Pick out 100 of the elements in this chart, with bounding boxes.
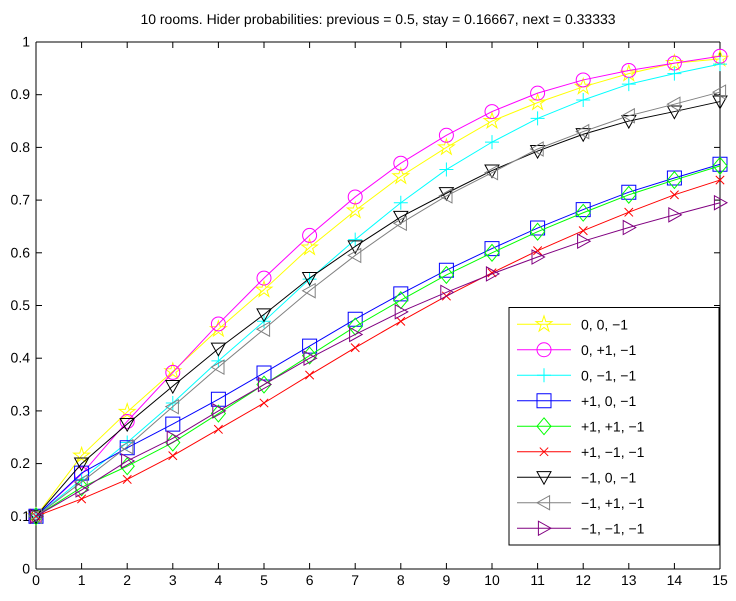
point [302,283,316,298]
point [670,190,680,200]
point [76,494,86,504]
x-tick-label: 5 [260,572,268,588]
point [530,86,546,101]
x-tick-label: 3 [168,572,177,588]
y-tick-label: 0.6 [10,244,30,260]
point [393,195,408,210]
point [210,360,224,375]
point [578,226,588,236]
point [484,112,500,128]
point [666,66,682,82]
point [350,342,360,352]
point [210,353,226,368]
point [712,156,728,175]
point [348,248,362,263]
point [668,207,682,222]
point [621,184,636,200]
point [165,416,180,432]
point [530,110,546,126]
x-tick-label: 12 [575,572,592,588]
point [715,175,725,185]
point [714,195,728,210]
point [620,64,638,81]
point [210,342,226,356]
point [438,128,454,143]
point [210,392,226,407]
y-tick-label: 0.2 [10,455,30,472]
point [532,250,546,265]
point [349,326,363,342]
point [530,220,546,236]
x-tick-label: 4 [214,572,222,588]
legend-label: 0, +1, −1 [581,342,636,358]
point [576,124,590,140]
point [530,144,546,159]
point [438,162,454,178]
point [301,238,318,255]
point [440,284,454,300]
point [256,280,272,297]
point [438,138,455,155]
y-tick-label: 0.9 [10,86,30,102]
point [576,204,591,222]
point [666,96,680,112]
x-tick-label: 7 [351,572,360,588]
point [396,316,406,326]
point [259,398,269,408]
x-tick-label: 15 [712,572,728,588]
y-tick-label: 0.4 [10,350,30,366]
point [302,346,318,364]
point [302,228,318,243]
x-tick-label: 1 [78,572,86,588]
point [393,291,408,310]
point [712,84,726,100]
point [394,304,408,320]
x-tick-label: 6 [306,572,314,588]
legend-label: 0, 0, −1 [581,316,628,332]
point [256,308,272,322]
y-tick-label: 0.1 [10,508,30,524]
legend-label: +1, 0, −1 [581,392,636,409]
point [348,318,363,336]
point [574,78,592,94]
point [624,208,634,217]
point [256,270,272,286]
point [438,266,454,284]
point [438,262,454,278]
point [165,434,180,452]
point [621,108,635,124]
y-tick-label: 0.7 [10,192,30,208]
x-tick-label: 8 [396,572,405,588]
point [530,141,544,156]
point [74,474,88,490]
point [712,156,728,172]
point [121,453,135,468]
legend-label: −1, −1, −1 [581,520,645,536]
point [486,266,500,282]
legend-label: −1, +1, −1 [581,494,645,511]
point [530,222,546,241]
legend-label: +1, −1, −1 [581,444,645,460]
point [621,114,636,129]
point [73,446,90,463]
point [348,240,363,254]
x-tick-label: 2 [123,572,132,588]
x-tick-label: 13 [621,572,637,588]
y-tick-label: 0.8 [10,138,30,155]
x-tick-label: 0 [32,572,40,588]
point [74,458,90,472]
point [76,482,90,498]
y-tick-label: 0 [22,560,30,576]
point [304,350,318,366]
point [532,246,542,256]
point [392,168,410,184]
y-tick-label: 0.5 [10,296,30,313]
point [348,312,363,327]
point [302,338,318,354]
point [168,450,178,460]
point [576,92,591,108]
point [393,210,408,224]
point [256,314,272,329]
point [393,216,407,231]
point [621,186,636,204]
